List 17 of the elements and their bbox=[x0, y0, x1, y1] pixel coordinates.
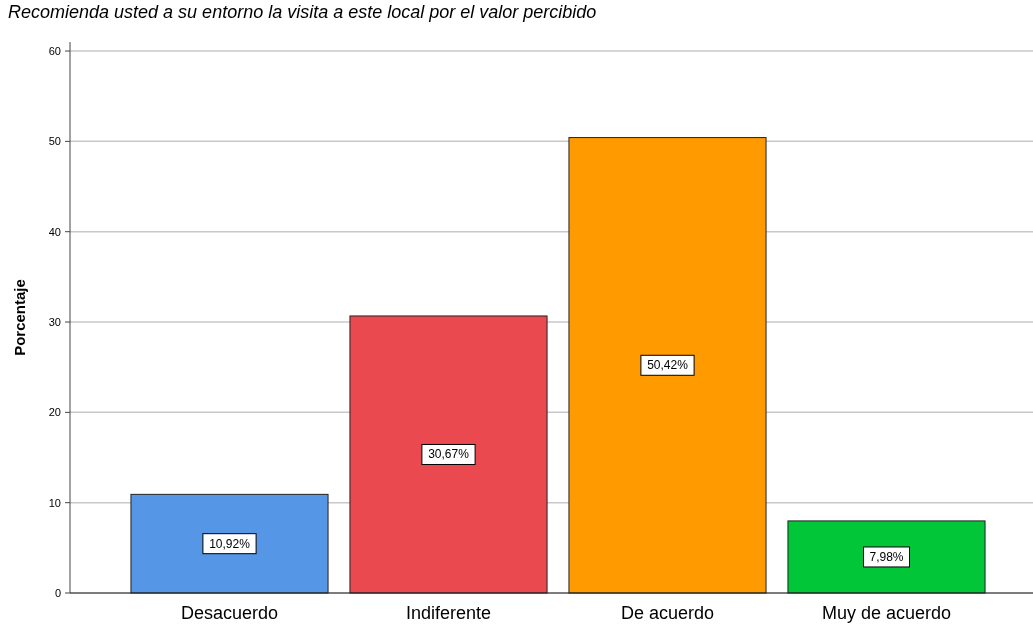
x-tick-label: Muy de acuerdo bbox=[821, 603, 952, 623]
y-axis-title: Porcentaje bbox=[11, 279, 28, 356]
y-tick-label: 20 bbox=[48, 406, 61, 419]
data-label: 7,98% bbox=[869, 549, 904, 564]
data-label: 30,67% bbox=[428, 447, 470, 462]
y-tick-label: 50 bbox=[48, 135, 61, 148]
y-tick-label: 60 bbox=[48, 45, 61, 58]
y-tick-label: 30 bbox=[48, 316, 61, 329]
chart-title: Recomienda usted a su entorno la visita a este local por el valor percibido bbox=[8, 2, 597, 22]
x-tick-label: Indiferente bbox=[405, 603, 492, 623]
x-tick-label: De acuerdo bbox=[620, 603, 715, 623]
x-tick-label: Desacuerdo bbox=[180, 603, 279, 623]
y-tick-label: 10 bbox=[48, 496, 61, 509]
y-tick-label: 40 bbox=[48, 225, 61, 238]
data-label: 50,42% bbox=[647, 358, 689, 373]
data-label: 10,92% bbox=[209, 536, 251, 551]
y-tick-label: 0 bbox=[54, 587, 61, 599]
